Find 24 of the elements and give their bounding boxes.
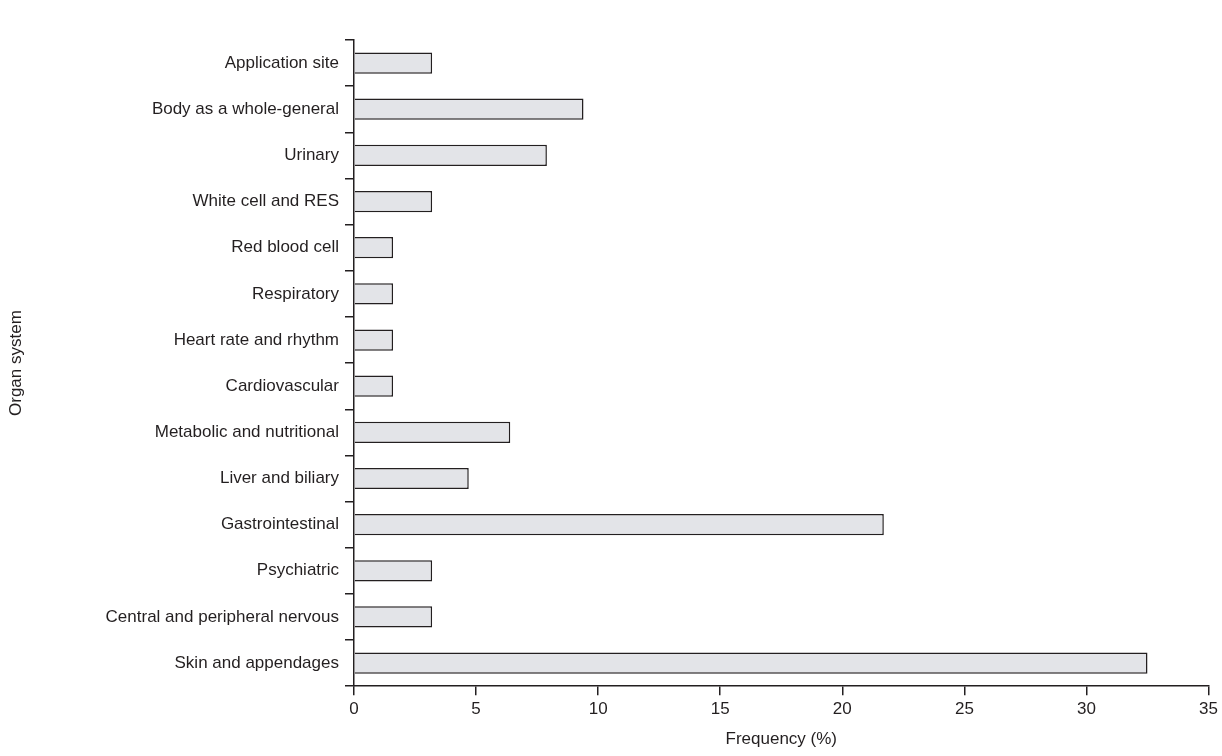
x-tick-label: 20 xyxy=(832,699,852,719)
x-tick-label: 35 xyxy=(1199,699,1219,719)
y-tick-label: Body as a whole-general xyxy=(151,98,339,118)
y-tick-label: Application site xyxy=(224,52,339,72)
y-tick-label: White cell and RES xyxy=(192,191,339,211)
y-tick-label: Central and peripheral nervous xyxy=(105,606,339,626)
y-tick-label: Heart rate and rhythm xyxy=(173,329,339,349)
y-tick-label: Liver and biliary xyxy=(219,468,340,488)
y-tick-label: Respiratory xyxy=(252,283,340,303)
y-tick-label: Skin and appendages xyxy=(174,652,339,672)
x-axis-title: Frequency (%) xyxy=(725,729,838,749)
y-tick-label: Gastrointestinal xyxy=(220,514,339,534)
x-tick-label: 25 xyxy=(954,699,974,719)
y-tick-label: Urinary xyxy=(284,145,340,165)
y-tick-label: Cardiovascular xyxy=(225,375,340,395)
x-tick-label: 0 xyxy=(349,699,359,719)
x-tick-label: 10 xyxy=(588,699,608,719)
x-tick-label: 30 xyxy=(1077,699,1096,719)
y-tick-label: Metabolic and nutritional xyxy=(154,422,339,442)
x-tick-label: 15 xyxy=(710,699,730,719)
y-axis-title: Organ system xyxy=(5,310,25,417)
y-tick-label: Red blood cell xyxy=(231,237,339,257)
x-tick-label: 5 xyxy=(471,699,481,719)
y-tick-label: Psychiatric xyxy=(256,560,340,580)
